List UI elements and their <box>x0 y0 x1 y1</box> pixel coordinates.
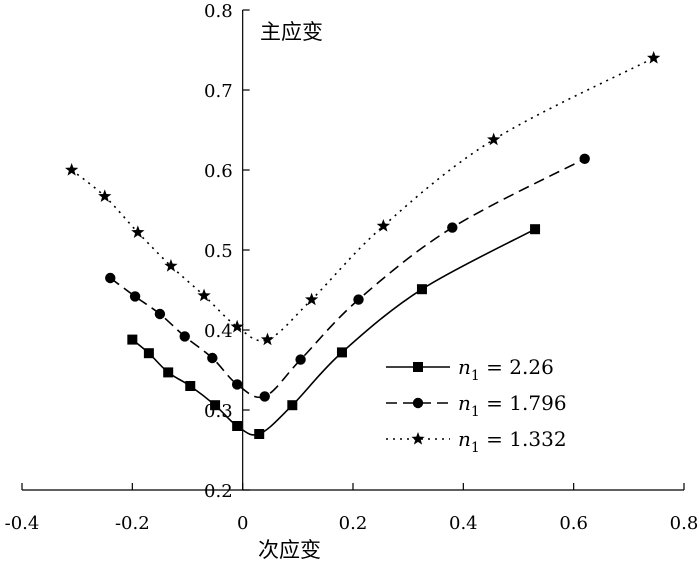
data-point-star <box>376 219 390 232</box>
y-tick-label: 0.8 <box>204 1 233 22</box>
y-tick-label: 0.5 <box>204 241 233 262</box>
data-point-star <box>647 51 661 64</box>
legend-symbol: n <box>458 355 471 379</box>
legend-marker-circle <box>412 397 424 409</box>
data-point-star <box>260 332 275 346</box>
data-point-star <box>230 319 244 333</box>
legend-label: n1 = 1.332 <box>458 427 567 456</box>
data-point-circle <box>579 153 590 164</box>
data-point-square <box>210 400 221 411</box>
legend-subscript: 1 <box>471 368 480 384</box>
data-point-square <box>416 284 427 295</box>
y-tick-label: 0.2 <box>204 481 233 502</box>
data-point-star <box>98 189 112 203</box>
y-tick-label: 0.6 <box>204 161 233 182</box>
data-point-circle <box>179 331 190 342</box>
data-point-square <box>163 367 174 378</box>
series-markers <box>64 51 661 439</box>
x-tick-label: 0.4 <box>449 513 478 534</box>
legend-symbol: n <box>458 427 471 451</box>
data-point-square <box>127 334 138 345</box>
legend-marker-square <box>413 362 423 372</box>
y-tick-label: 0.7 <box>204 81 233 102</box>
legend-symbol: n <box>458 391 471 415</box>
x-tick-label: 0.6 <box>559 513 588 534</box>
data-point-square <box>530 224 541 235</box>
data-point-square <box>254 429 265 439</box>
series-lines <box>71 57 655 436</box>
x-ticks: -0.4 -0.2 0 0.2 0.4 0.6 0.8 <box>5 483 699 534</box>
y-ticks: 0.2 0.3 0.4 0.5 0.6 0.7 0.8 <box>204 1 250 502</box>
data-point-circle <box>154 308 166 320</box>
legend-value: = 2.26 <box>480 355 554 379</box>
x-axis-label: 次应变 <box>258 538 321 562</box>
legend-value: = 1.332 <box>480 427 567 451</box>
legend-item: n1 = 2.26 <box>386 355 554 384</box>
legend-item: n1 = 1.796 <box>386 391 567 420</box>
data-point-star <box>197 288 211 302</box>
data-point-square <box>232 421 243 431</box>
data-point-square <box>336 347 347 358</box>
legend-label: n1 = 2.26 <box>458 355 554 384</box>
data-point-circle <box>353 294 364 305</box>
data-point-circle <box>295 354 306 365</box>
x-tick-label: 0.2 <box>339 513 368 534</box>
data-point-circle <box>129 291 141 302</box>
legend-subscript: 1 <box>471 440 480 456</box>
data-point-circle <box>447 222 458 233</box>
legend-label: n1 = 1.796 <box>458 391 567 420</box>
y-tick-label: 0.3 <box>204 401 233 422</box>
legend-marker-star <box>411 432 425 445</box>
data-point-square <box>185 381 196 391</box>
data-point-circle <box>259 391 270 402</box>
data-point-star <box>487 132 501 146</box>
data-point-square <box>143 348 154 359</box>
x-tick-label: 0.8 <box>670 513 699 534</box>
data-point-star <box>164 259 178 272</box>
legend-value: = 1.796 <box>480 391 567 415</box>
legend-subscript: 1 <box>471 404 480 420</box>
data-point-square <box>287 400 298 411</box>
x-tick-label: -0.4 <box>5 513 40 534</box>
series-line-3 <box>71 57 655 342</box>
x-tick-label: -0.2 <box>115 513 150 534</box>
data-point-star <box>304 292 319 306</box>
data-point-star <box>131 225 145 239</box>
data-point-circle <box>105 272 116 284</box>
data-point-circle <box>231 379 243 390</box>
legend-item: n1 = 1.332 <box>386 427 567 456</box>
y-axis-label: 主应变 <box>260 20 323 44</box>
axes: -0.4 -0.2 0 0.2 0.4 0.6 0.8 0.20.30.40.50.60.7… <box>5 1 699 534</box>
data-point-circle <box>207 352 218 364</box>
data-point-star <box>64 163 79 176</box>
x-tick-label: 0 <box>237 513 248 534</box>
y-tick-label: 0.4 <box>204 321 233 342</box>
